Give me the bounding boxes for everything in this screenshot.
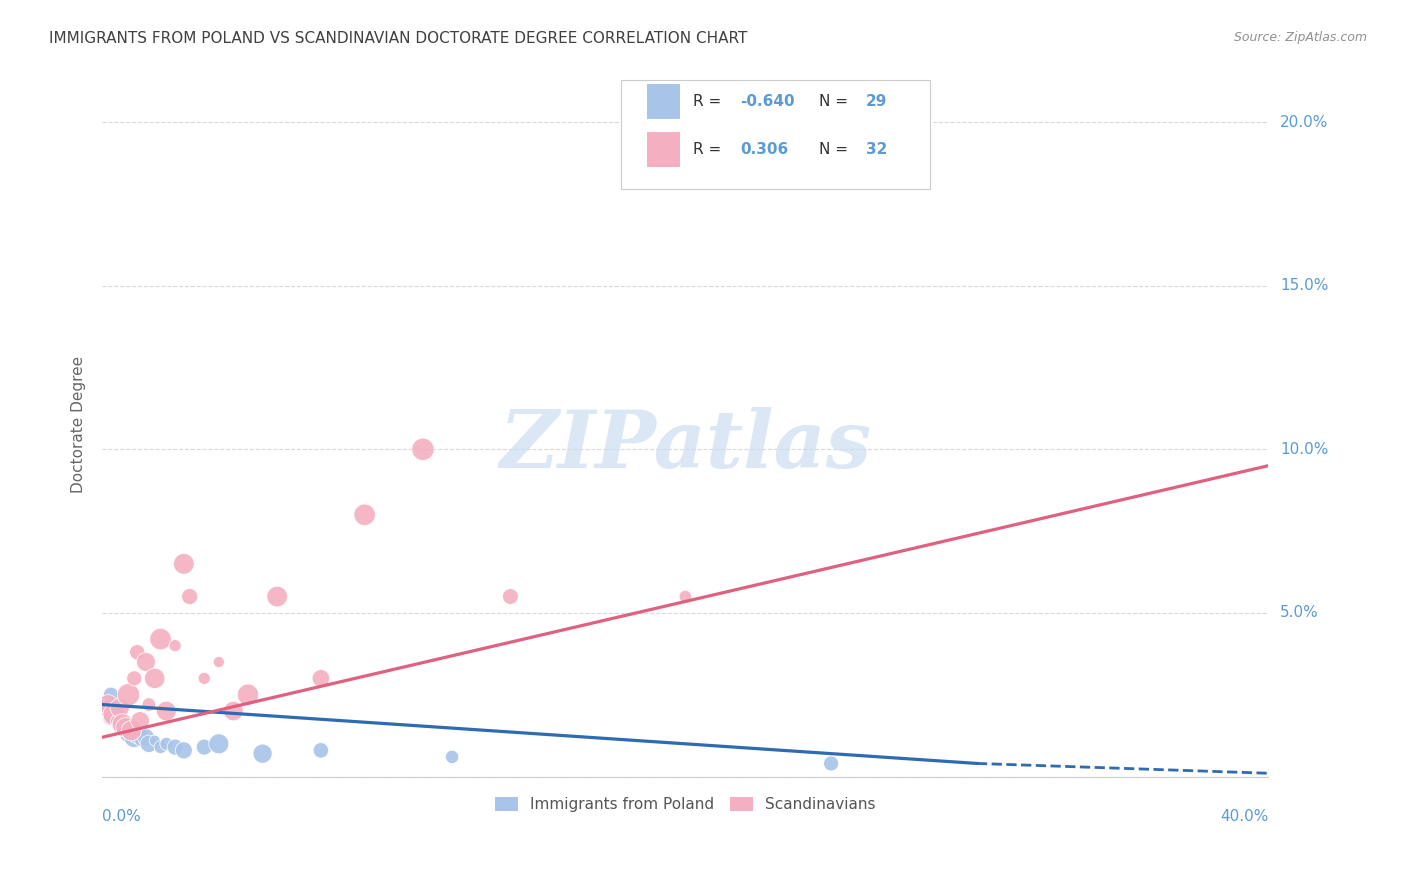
Point [193,671,215,685]
Point [155,737,177,751]
FancyBboxPatch shape [647,84,679,119]
Point [124,731,146,745]
Point [135,655,157,669]
Point [149,740,172,755]
Point [105,714,128,728]
Point [135,731,157,745]
Point [111,721,134,735]
Point [108,717,131,731]
Point [108,701,131,715]
Text: 29: 29 [866,94,887,109]
Point [879,148,901,162]
Point [97,698,120,712]
Point [309,671,332,685]
Point [138,737,160,751]
FancyBboxPatch shape [647,132,679,167]
Legend: Immigrants from Poland, Scandinavians: Immigrants from Poland, Scandinavians [489,790,882,818]
Point [120,723,142,738]
Point [252,747,274,761]
Point [208,737,231,751]
Text: 32: 32 [866,142,887,157]
Point [138,698,160,712]
Point [353,508,375,522]
Text: ZIPatlas: ZIPatlas [499,407,872,484]
Point [124,671,146,685]
Text: 40.0%: 40.0% [1220,809,1268,824]
Point [103,707,125,722]
Point [114,723,136,738]
Point [103,707,125,722]
Point [94,704,117,718]
Point [129,733,152,747]
Text: IMMIGRANTS FROM POLAND VS SCANDINAVIAN DOCTORATE DEGREE CORRELATION CHART: IMMIGRANTS FROM POLAND VS SCANDINAVIAN D… [49,31,748,46]
Text: Source: ZipAtlas.com: Source: ZipAtlas.com [1233,31,1367,45]
FancyBboxPatch shape [621,80,931,189]
Point [820,756,842,771]
Point [236,688,259,702]
Point [412,442,434,457]
Point [673,590,696,604]
Point [100,711,122,725]
Point [127,645,149,659]
Text: N =: N = [820,142,853,157]
Point [193,740,215,755]
Point [117,727,139,741]
Point [173,557,195,571]
Text: 0.0%: 0.0% [103,809,141,824]
Point [105,701,128,715]
Point [127,727,149,741]
Point [143,733,166,747]
Point [179,590,201,604]
Point [129,714,152,728]
Point [143,671,166,685]
Point [149,632,172,646]
Point [94,704,117,718]
Point [499,590,522,604]
Point [105,714,128,728]
Point [120,723,142,738]
Point [165,740,187,755]
Text: 20.0%: 20.0% [1279,114,1329,129]
Point [155,704,177,718]
Text: 5.0%: 5.0% [1279,606,1319,621]
Text: 10.0%: 10.0% [1279,442,1329,457]
Point [208,655,231,669]
Text: R =: R = [693,94,727,109]
Text: 15.0%: 15.0% [1279,278,1329,293]
Text: -0.640: -0.640 [740,94,794,109]
Text: 0.306: 0.306 [740,142,789,157]
Point [441,750,464,764]
Text: N =: N = [820,94,853,109]
Point [97,698,120,712]
Y-axis label: Doctorate Degree: Doctorate Degree [72,356,86,493]
Point [114,717,136,731]
Point [100,711,122,725]
Point [111,717,134,731]
Point [100,688,122,702]
Point [114,721,136,735]
Point [309,743,332,757]
Point [117,688,139,702]
Point [222,704,245,718]
Point [266,590,288,604]
Point [173,743,195,757]
Point [165,639,187,653]
Text: R =: R = [693,142,727,157]
